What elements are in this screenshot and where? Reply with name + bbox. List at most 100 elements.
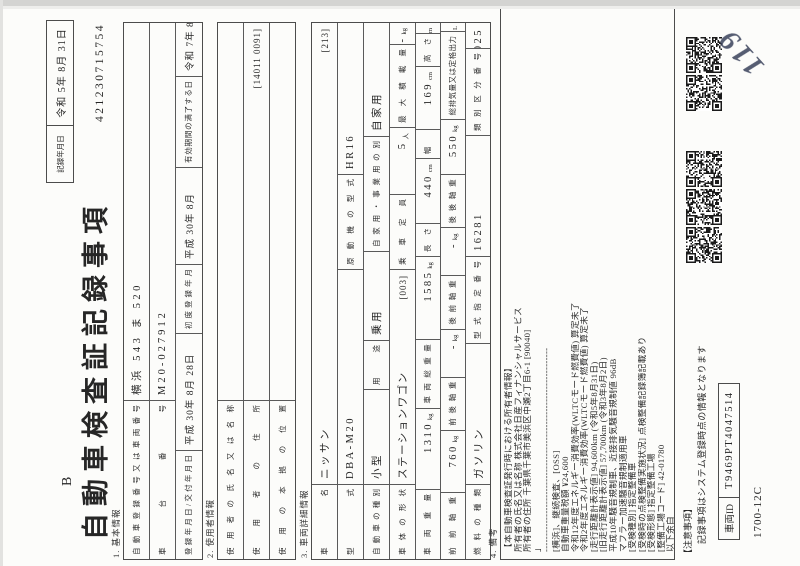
width-unit: cm bbox=[426, 72, 434, 81]
remark-line: [整備工場コード] 42-01780 bbox=[656, 444, 666, 552]
length-unit: cm bbox=[426, 164, 434, 173]
remark-line: 自動車重量税額 ¥24,600 bbox=[561, 456, 571, 552]
remark-line: 平成10年騒音規制車、近接排気騒音規制値 96dB bbox=[609, 358, 619, 552]
use-type-value: 乗用 bbox=[364, 252, 389, 341]
rear-rear-axle-unit: kg bbox=[451, 125, 459, 132]
remark-line: ----------------------------------------… bbox=[542, 347, 552, 552]
rear-front-axle-number: - bbox=[447, 241, 459, 248]
expiry-date-label: 有効期間の満了する日 bbox=[176, 77, 202, 168]
gross-weight-number: 1585 bbox=[422, 270, 434, 302]
qr-code bbox=[686, 75, 722, 111]
height-label: 高さ bbox=[416, 33, 440, 68]
rear-front-axle-label: 後前軸重 bbox=[441, 276, 465, 330]
max-payload-unit: kg bbox=[401, 28, 408, 35]
front-rear-axle-label: 前後軸重 bbox=[441, 377, 465, 431]
plate-number-label: 自動車登録番号又は車両番号 bbox=[132, 405, 141, 555]
vehicle-id-label: 車両ID bbox=[719, 496, 739, 539]
remark-line: 令和2年度エネルギー消費効率(WLTCモード燃費値) 算定未了 bbox=[580, 306, 590, 552]
first-registration-label: 初度登録年月 bbox=[176, 265, 202, 334]
length-number: 440 bbox=[422, 174, 434, 198]
displacement-unit: L bbox=[451, 25, 459, 30]
remark-line: 令和12年度エネルギー消費効率(WLTCモード燃費値) 算定未了 bbox=[570, 302, 580, 552]
type-approval-label: 型式指定番号 bbox=[466, 257, 490, 344]
height-value: 185 cm bbox=[416, 22, 440, 34]
remarks-box: 【本自動車検査証発行時における所有者情報】 所有者の氏名又は名称 株式会社日産フィ… bbox=[500, 8, 675, 560]
vehicle-class-value: 小型 bbox=[364, 390, 389, 485]
table-row: 使用者の氏名又は名称 bbox=[218, 23, 243, 559]
remark-line: 【本自動車検査証発行時における所有者情報】 bbox=[504, 363, 513, 552]
remark-line: 以下余白 bbox=[666, 516, 676, 552]
max-payload-number: - bbox=[397, 36, 408, 43]
rear-front-axle-unit: kg bbox=[451, 233, 459, 240]
width-number: 169 bbox=[422, 82, 434, 106]
engine-model-value: HR16 bbox=[338, 23, 363, 175]
model-value: DBA-M20 bbox=[338, 270, 363, 485]
max-payload-label: 最大積載量 bbox=[390, 45, 415, 128]
rear-rear-axle-value: 550 kg bbox=[441, 120, 465, 176]
private-business-label: 自家用・事業用の別 bbox=[364, 137, 389, 252]
record-date-label: 記録年月日 bbox=[47, 125, 73, 182]
scan-edge-highlight bbox=[0, 6, 800, 9]
remark-line: [受検種別] 指定整備車 bbox=[628, 462, 638, 552]
vehicle-class-label: 自動車の種別 bbox=[372, 489, 381, 555]
remark-line: [旧走行距離計表示値] 57,700km (令和3年8月2日) bbox=[599, 357, 609, 552]
expiry-date-value: 令和 7年 8月 30日 bbox=[176, 23, 202, 77]
make-code: [213] bbox=[319, 28, 330, 53]
qr-code bbox=[686, 227, 722, 263]
seating-capacity-value: 5 人 bbox=[390, 128, 415, 195]
front-front-axle-label: 前前軸重 bbox=[448, 496, 457, 555]
seating-capacity-label: 乗車定員 bbox=[390, 195, 415, 270]
front-front-axle-number: 760 bbox=[447, 444, 459, 468]
section-heading-user: 2. 使用者情報 bbox=[205, 498, 215, 558]
form-code: 1700-12C bbox=[752, 486, 764, 538]
remark-line: マフラー加速騒音規制適用車 bbox=[618, 435, 628, 552]
section-heading-basic: 1. 基本情報 bbox=[111, 508, 121, 558]
notice-heading: 【注意事項】 bbox=[683, 503, 693, 558]
vehicle-id-box: 車両ID T9469PT4047514 bbox=[718, 382, 740, 540]
body-shape-value: ステーションワゴン [003] bbox=[390, 270, 415, 485]
table-row: 車名 ニッサン [213] bbox=[312, 23, 337, 559]
base-location-value bbox=[270, 23, 295, 401]
width-value: 169 cm bbox=[416, 67, 440, 130]
registration-date-value: 平成 30年 8月 28日 bbox=[176, 334, 202, 451]
section-heading-remarks: 4. 備考 bbox=[488, 527, 498, 558]
record-date-value: 令和 5年 8月 31日 bbox=[56, 28, 68, 118]
qr-code bbox=[686, 189, 722, 225]
notice-text: 記録事項はシステム登録時点の情報となります bbox=[697, 345, 707, 544]
engine-model-label: 原動機の型式 bbox=[338, 175, 363, 270]
user-address-value: [14011 0091] bbox=[244, 23, 269, 401]
remark-line: [横浜]、継続検査、[OSS] bbox=[551, 450, 561, 552]
chassis-number-label: 車台番号 bbox=[158, 405, 167, 555]
gross-weight-unit: kg bbox=[426, 262, 434, 269]
body-shape-label: 車体の形状 bbox=[398, 489, 407, 555]
displacement-value: 1.59 L bbox=[441, 22, 465, 32]
seating-capacity-number: 5 bbox=[397, 141, 408, 150]
rear-rear-axle-number: 550 bbox=[447, 133, 459, 158]
chassis-number-value: M20-027912 bbox=[150, 23, 175, 401]
body-shape-code: [003] bbox=[397, 275, 408, 300]
front-rear-axle-number: - bbox=[447, 343, 459, 350]
vehicle-weight-value: 1310 kg bbox=[416, 408, 440, 490]
remark-line: 所有者の氏名又は名称 株式会社日産フィナンシャルサービス bbox=[513, 307, 523, 552]
table-row: 使用の本拠の位置 bbox=[269, 23, 295, 559]
base-location-label: 使用の本拠の位置 bbox=[278, 405, 287, 555]
qr-code-group-left bbox=[686, 151, 722, 263]
user-address-code: [14011 0091] bbox=[251, 28, 262, 89]
table-row: 車台番号 M20-027912 bbox=[149, 23, 175, 559]
body-shape-text: ステーションワゴン bbox=[398, 371, 409, 479]
height-unit: cm bbox=[426, 27, 434, 34]
table-row: 前前軸重 760 kg 前後軸重 - kg 後前軸重 - kg 後後軸重 550 bbox=[440, 22, 465, 559]
scan-edge-left bbox=[0, 0, 3, 566]
width-label: 幅 bbox=[416, 129, 440, 160]
model-label: 型式 bbox=[346, 489, 355, 555]
front-rear-axle-unit: kg bbox=[451, 334, 459, 342]
basic-info-table: 自動車登録番号又は車両番号 横浜 543 ま 520 車台番号 M20-0279… bbox=[123, 22, 203, 560]
vehicle-weight-label: 車両重量 bbox=[423, 493, 432, 555]
fuel-type-value: ガソリン bbox=[466, 344, 490, 485]
remark-line: [受検時の点検整備実施状況] 点検整備記録簿記載あり bbox=[637, 336, 647, 552]
remark-line: 所有者の住所 千葉県千葉市美浜区中瀬2丁目6-1 [90040] bbox=[523, 329, 533, 552]
front-front-axle-value: 760 kg bbox=[441, 430, 465, 493]
make-label: 車名 bbox=[320, 489, 329, 555]
first-registration-value: 平成 30年 8月 bbox=[176, 168, 202, 265]
